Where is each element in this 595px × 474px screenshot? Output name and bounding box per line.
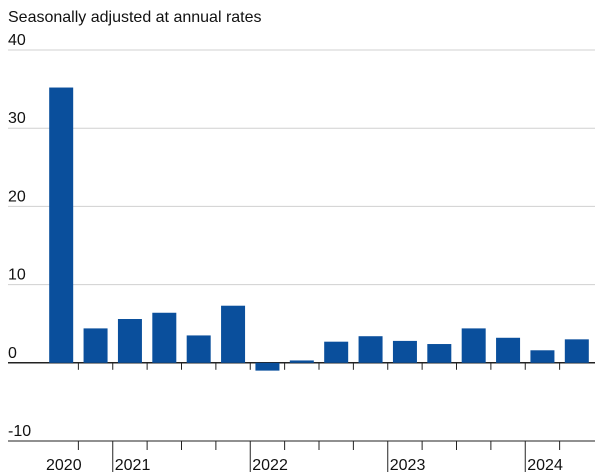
y-tick-label: 0: [8, 345, 17, 362]
y-tick-label: 40: [8, 32, 26, 49]
bar: [392, 340, 417, 363]
bar: [49, 87, 74, 363]
x-tick-label: 2024: [527, 457, 563, 474]
bar: [152, 312, 177, 363]
bar: [221, 305, 246, 363]
x-tick-label: 2022: [252, 457, 288, 474]
y-tick-label: 30: [8, 110, 26, 127]
bar: [461, 328, 486, 363]
bar: [83, 328, 108, 363]
bar: [117, 319, 142, 363]
y-tick-label: -10: [8, 423, 31, 440]
bar: [324, 341, 349, 363]
bar: [358, 336, 383, 363]
y-tick-label: 20: [8, 188, 26, 205]
bar: [186, 335, 211, 363]
chart-title: Seasonally adjusted at annual rates: [8, 9, 262, 26]
bar: [427, 344, 452, 363]
x-tick-label: 2021: [115, 457, 151, 474]
bar: [496, 337, 521, 363]
bar: [255, 362, 280, 371]
bar: [530, 350, 555, 363]
bar: [289, 360, 314, 363]
x-tick-label: 2023: [390, 457, 426, 474]
x-tick-label: 2020: [46, 457, 82, 474]
bar: [564, 339, 589, 363]
y-tick-label: 10: [8, 267, 26, 284]
